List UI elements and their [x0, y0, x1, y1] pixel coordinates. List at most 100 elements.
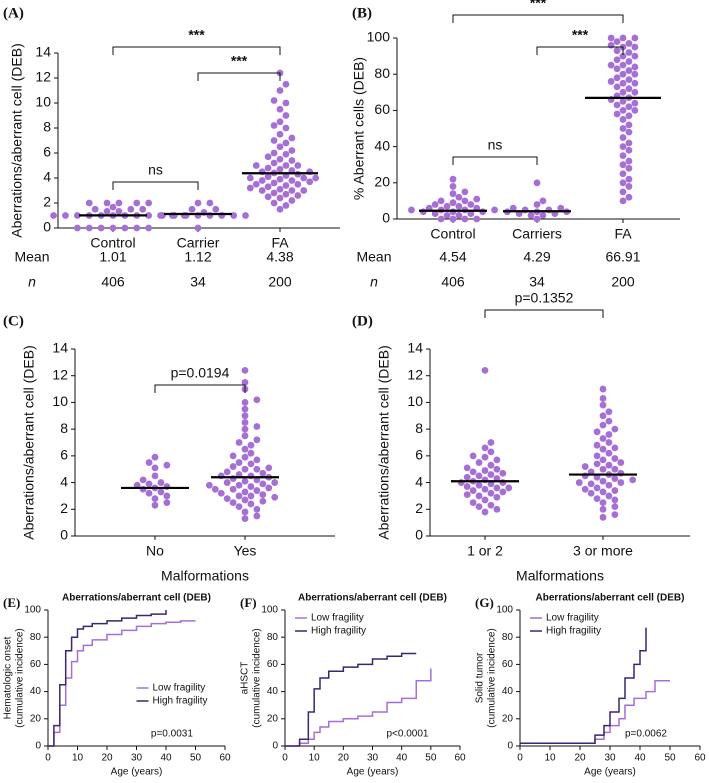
dot	[613, 83, 621, 91]
dot	[631, 63, 639, 71]
dot	[493, 484, 501, 492]
dot	[229, 499, 237, 507]
y-tick-label: 14	[35, 44, 51, 60]
dot	[527, 211, 535, 219]
dot	[631, 88, 639, 96]
dot	[270, 122, 278, 129]
x-tick-label: No	[146, 543, 164, 559]
x-tick-label: 40	[634, 753, 646, 764]
dot	[605, 439, 613, 446]
dot	[619, 97, 627, 105]
dot	[625, 121, 633, 129]
dot	[631, 70, 639, 78]
dot	[115, 207, 123, 215]
dot	[282, 150, 290, 158]
dot	[437, 197, 445, 205]
x-tick-label: Yes	[234, 543, 257, 559]
y-tick-label: 100	[24, 605, 41, 616]
dot	[625, 193, 633, 201]
y-tick-label: 60	[267, 659, 279, 670]
x-tick-label: 30	[604, 753, 616, 764]
dot	[253, 436, 261, 444]
dot	[247, 460, 255, 468]
dot	[253, 423, 261, 430]
y-tick-label: 60	[374, 101, 390, 117]
dot	[613, 110, 621, 118]
dot	[247, 483, 255, 490]
dot	[625, 146, 633, 154]
y-tick-label: 100	[496, 605, 513, 616]
dot	[599, 412, 607, 420]
dot	[619, 34, 627, 42]
dot	[223, 468, 231, 476]
dot	[241, 508, 249, 516]
dot	[276, 155, 284, 163]
y-tick-label: 40	[374, 137, 390, 153]
y-tick-label: 14	[52, 340, 68, 356]
dot	[605, 408, 613, 416]
panel-label: (A)	[3, 5, 24, 21]
dot	[235, 503, 243, 511]
dot	[625, 164, 633, 172]
dot	[145, 224, 153, 232]
dot	[241, 412, 249, 420]
dot	[593, 495, 601, 502]
dot	[151, 501, 159, 509]
significance: ***	[231, 53, 248, 69]
dot	[133, 224, 141, 232]
dot	[619, 61, 627, 69]
dot	[611, 511, 619, 519]
step-line	[520, 627, 647, 745]
x-tick-label: 50	[190, 753, 202, 764]
row-label: Mean	[14, 249, 49, 265]
y-tick-label: 10	[407, 393, 423, 409]
dot	[611, 487, 619, 494]
dot	[294, 162, 302, 169]
dot	[605, 492, 613, 500]
dot	[241, 496, 249, 504]
dot	[599, 477, 607, 485]
dot	[625, 67, 633, 74]
y-tick-label: 40	[502, 686, 514, 697]
dot	[247, 492, 255, 500]
dot	[229, 463, 237, 470]
dot	[625, 183, 633, 190]
x-tick-label: 10	[544, 753, 556, 764]
dot	[487, 501, 495, 509]
dot	[463, 483, 471, 490]
y-tick-label: 0	[415, 527, 423, 543]
p-value: p<0.0001	[387, 729, 429, 740]
dot	[593, 484, 601, 492]
y-tick-label: 20	[502, 713, 514, 724]
dot	[253, 487, 261, 494]
dot	[625, 85, 633, 93]
dot	[276, 185, 284, 193]
dot	[581, 485, 589, 493]
panel-label: (C)	[3, 313, 24, 329]
x-axis-label: Age (years)	[111, 767, 163, 778]
dot	[282, 124, 290, 132]
dot	[247, 500, 255, 508]
dot	[449, 175, 457, 183]
dot	[151, 495, 159, 502]
dot	[533, 201, 541, 208]
dot	[270, 159, 278, 167]
dot	[619, 125, 627, 132]
bracket	[484, 309, 604, 318]
dot	[629, 476, 637, 484]
dot	[631, 52, 639, 60]
dot	[481, 467, 489, 474]
dot	[235, 459, 243, 466]
dot	[276, 105, 284, 113]
dot	[475, 481, 483, 489]
dot	[611, 475, 619, 482]
y-tick-label: 0	[43, 219, 51, 235]
y-tick-label: 6	[60, 447, 68, 463]
dot	[288, 134, 296, 142]
dot	[631, 43, 639, 51]
n-value: 406	[101, 274, 125, 290]
dot	[443, 211, 451, 219]
dot	[607, 34, 615, 42]
dot	[282, 80, 290, 88]
